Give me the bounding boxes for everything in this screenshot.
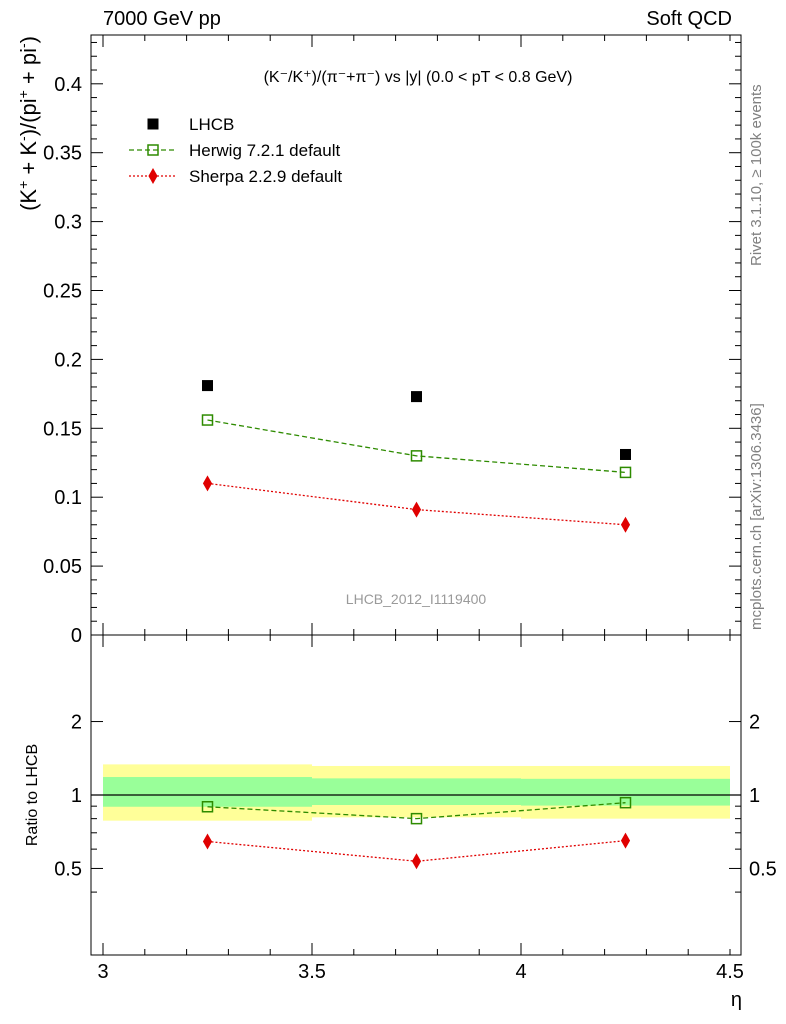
sherpa-ratio-series-point [620, 832, 631, 849]
y-tick-label: 0.05 [43, 556, 82, 578]
y-axis-title: (K+ + K-)/(pi+ + pi-) [15, 36, 41, 211]
ratio-panel: 0.5 0.5 1 1 2 2 3 3.5 4 4.5 η Ratio to LHCB [24, 634, 777, 1011]
y-tick-label: 0.4 [54, 74, 82, 96]
y-tick-label: 0.3 [54, 212, 82, 234]
mcplots-reference-label: mcplots.cern.ch [arXiv:1306.3436] [748, 403, 765, 630]
analysis-id-label: LHCB_2012_I1119400 [346, 591, 487, 607]
legend-marker [147, 144, 159, 156]
ratio-y-tick-label: 2 [71, 712, 82, 734]
herwig-ratio-series-point [619, 796, 632, 809]
ratio-y-tick-label-right: 1 [749, 785, 760, 807]
sherpa-series-point [202, 475, 213, 492]
sherpa-series-point [620, 516, 631, 533]
lhcb-series-point [411, 391, 422, 403]
legend-label: Sherpa 2.2.9 default [189, 167, 342, 186]
ratio-y-tick-label-right: 2 [749, 712, 760, 734]
ratio-y-tick-label: 0.5 [54, 858, 82, 880]
herwig-ratio-series-point [201, 801, 214, 813]
ratio-y-tick-label-right: 0.5 [749, 858, 777, 880]
x-axis-title: η [731, 989, 742, 1011]
lhcb-series-point [202, 380, 213, 392]
y-tick-label: 0.15 [43, 418, 82, 440]
uncertainty-band-inner [312, 778, 521, 805]
plot-title: (K⁻/K⁺)/(π⁻+π⁻) vs |y| (0.0 < pT < 0.8 G… [264, 69, 573, 86]
ratio-y-axis-title: Ratio to LHCB [24, 744, 41, 846]
uncertainty-band-inner [521, 778, 730, 806]
x-tick-label: 3 [97, 961, 108, 983]
y-tick-label: 0.2 [54, 349, 82, 371]
process-label: Soft QCD [646, 8, 732, 30]
x-tick-label: 4.5 [716, 961, 744, 983]
y-tick-label: 0.1 [54, 487, 82, 509]
legend-marker [148, 167, 158, 185]
legend-label: LHCB [189, 115, 234, 134]
x-tick-label: 3.5 [298, 961, 326, 983]
sherpa-series-point [411, 501, 422, 518]
legend-marker [147, 118, 159, 130]
herwig-series-line [207, 419, 626, 474]
sherpa-ratio-series-point [411, 853, 422, 870]
lhcb-series-point [620, 448, 631, 460]
ratio-y-tick-label: 1 [71, 785, 82, 807]
x-tick-label: 4 [515, 961, 526, 983]
herwig-ratio-series-line [207, 802, 626, 820]
herwig-series-point [410, 450, 423, 462]
y-tick-label: 0.25 [43, 281, 82, 303]
herwig-ratio-series-point [410, 812, 423, 825]
herwig-series-point [619, 466, 632, 479]
sherpa-ratio-series-point [202, 833, 213, 850]
energy-label: 7000 GeV pp [103, 8, 221, 30]
rivet-version-label: Rivet 3.1.10, ≥ 100k events [748, 84, 765, 266]
y-tick-label: 0.35 [43, 143, 82, 165]
y-tick-label: 0 [71, 625, 82, 647]
main-panel: 0 0.05 0.1 0.15 0.2 0.25 0.3 0.35 0.4 (K+ + K-)/(… [15, 34, 742, 647]
legend-label: Herwig 7.2.1 default [189, 141, 340, 160]
herwig-series-point [201, 414, 214, 426]
